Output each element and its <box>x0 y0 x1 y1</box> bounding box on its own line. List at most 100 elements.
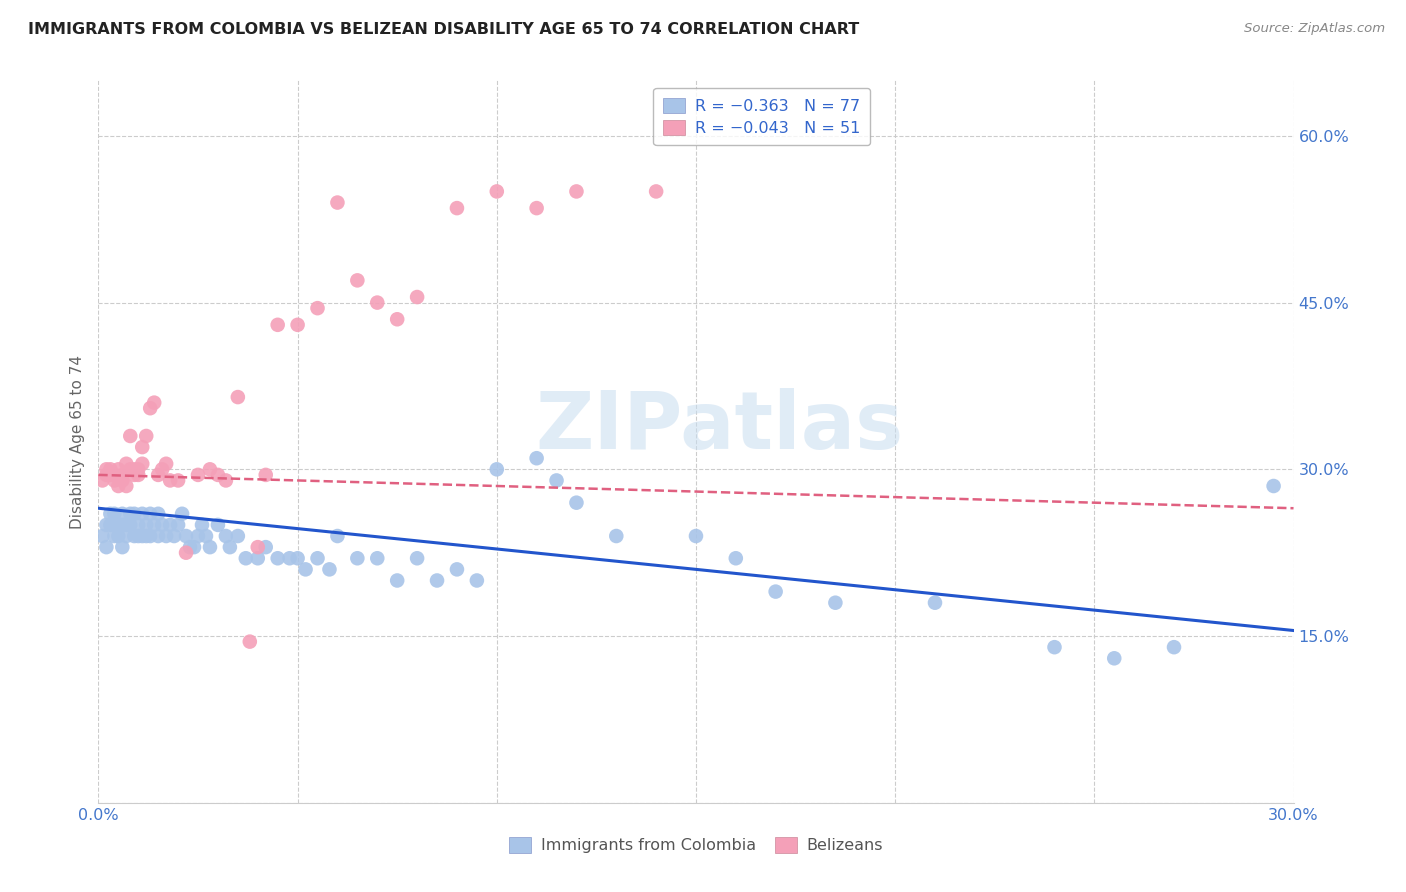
Point <box>131 457 153 471</box>
Point <box>103 507 125 521</box>
Point <box>127 529 149 543</box>
Point <box>103 529 125 543</box>
Point <box>111 517 134 532</box>
Point <box>96 462 118 476</box>
Point <box>135 429 157 443</box>
Text: ZIPatlas: ZIPatlas <box>536 388 904 467</box>
Point <box>167 474 190 488</box>
Point <box>115 517 138 532</box>
Point <box>172 507 194 521</box>
Point <box>207 517 229 532</box>
Point <box>98 507 122 521</box>
Point <box>326 195 349 210</box>
Point <box>346 273 368 287</box>
Point <box>107 529 129 543</box>
Point <box>924 596 946 610</box>
Point <box>143 517 166 532</box>
Point <box>96 540 118 554</box>
Point <box>526 451 548 466</box>
Point <box>124 467 146 482</box>
Point <box>131 507 153 521</box>
Point <box>246 540 269 554</box>
Point <box>139 401 162 416</box>
Legend: Immigrants from Colombia, Belizeans: Immigrants from Colombia, Belizeans <box>502 831 890 860</box>
Point <box>174 546 197 560</box>
Point <box>235 551 257 566</box>
Point <box>135 529 157 543</box>
Point <box>326 529 349 543</box>
Point <box>446 201 468 215</box>
Point <box>254 467 277 482</box>
Point <box>120 462 142 476</box>
Point <box>111 507 134 521</box>
Point <box>124 462 146 476</box>
Point <box>107 517 129 532</box>
Point <box>605 529 627 543</box>
Point <box>724 551 747 566</box>
Point <box>155 457 177 471</box>
Point <box>307 551 329 566</box>
Point <box>318 562 340 576</box>
Point <box>148 529 170 543</box>
Point <box>115 479 138 493</box>
Point <box>103 467 125 482</box>
Point <box>98 467 122 482</box>
Point <box>267 551 290 566</box>
Point <box>565 496 588 510</box>
Point <box>111 474 134 488</box>
Point <box>179 540 201 554</box>
Point <box>267 318 290 332</box>
Point <box>135 517 157 532</box>
Point <box>198 540 221 554</box>
Point <box>115 529 138 543</box>
Point <box>96 517 118 532</box>
Point <box>96 467 118 482</box>
Point <box>120 517 142 532</box>
Point <box>226 529 249 543</box>
Point <box>111 467 134 482</box>
Point <box>127 517 149 532</box>
Point <box>174 529 197 543</box>
Point <box>107 462 129 476</box>
Point <box>131 529 153 543</box>
Point <box>406 551 429 566</box>
Point <box>219 540 242 554</box>
Point <box>215 529 238 543</box>
Point <box>824 596 846 610</box>
Point <box>485 462 508 476</box>
Point <box>226 390 249 404</box>
Point <box>148 507 170 521</box>
Point <box>485 185 508 199</box>
Point <box>645 185 668 199</box>
Point <box>150 517 173 532</box>
Point <box>98 517 122 532</box>
Point <box>103 474 125 488</box>
Point <box>91 474 114 488</box>
Y-axis label: Disability Age 65 to 74: Disability Age 65 to 74 <box>70 354 86 529</box>
Point <box>287 551 309 566</box>
Point <box>159 517 181 532</box>
Text: Source: ZipAtlas.com: Source: ZipAtlas.com <box>1244 22 1385 36</box>
Point <box>183 540 205 554</box>
Point <box>191 517 214 532</box>
Point <box>107 479 129 493</box>
Point <box>131 440 153 454</box>
Point <box>155 529 177 543</box>
Point <box>215 474 238 488</box>
Point <box>406 290 429 304</box>
Point <box>307 301 329 315</box>
Point <box>294 562 316 576</box>
Point <box>385 574 409 588</box>
Point <box>148 467 170 482</box>
Point <box>526 201 548 215</box>
Point <box>115 457 138 471</box>
Point <box>111 540 134 554</box>
Point <box>139 507 162 521</box>
Point <box>124 529 146 543</box>
Point <box>426 574 449 588</box>
Point <box>124 507 146 521</box>
Point <box>163 529 186 543</box>
Point <box>167 517 190 532</box>
Point <box>1263 479 1285 493</box>
Point <box>366 551 388 566</box>
